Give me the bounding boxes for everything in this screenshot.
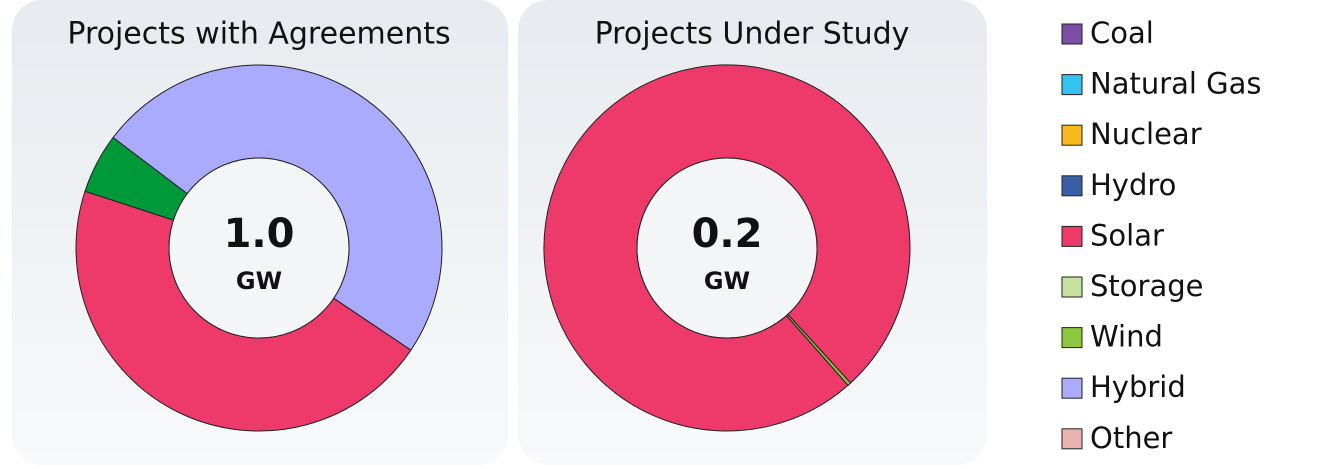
donut-hole	[168, 157, 350, 339]
legend-label: Coal	[1090, 16, 1154, 50]
legend-label: Wind	[1090, 320, 1163, 354]
legend-label: Storage	[1090, 269, 1203, 303]
legend-label: Hydro	[1090, 168, 1176, 202]
center-value: 1.0	[224, 211, 295, 257]
legend-label: Natural Gas	[1090, 67, 1262, 101]
legend-swatch	[1061, 276, 1083, 298]
legend-label: Solar	[1090, 218, 1164, 252]
legend-swatch	[1061, 428, 1083, 450]
legend-label: Nuclear	[1090, 117, 1202, 151]
chart-title: Projects Under Study	[595, 17, 910, 52]
legend-swatch	[1061, 175, 1083, 197]
legend-swatch	[1061, 327, 1083, 349]
center-unit: GW	[704, 267, 750, 295]
legend-swatch	[1061, 225, 1083, 247]
legend-swatch	[1061, 377, 1083, 399]
legend-swatch	[1061, 74, 1083, 96]
chart-title: Projects with Agreements	[67, 17, 450, 52]
center-value: 0.2	[692, 211, 763, 257]
legend-label: Other	[1090, 421, 1172, 455]
legend-label: Hybrid	[1090, 370, 1186, 404]
legend-swatch	[1061, 124, 1083, 146]
center-unit: GW	[236, 267, 282, 295]
legend-swatch	[1061, 23, 1083, 45]
donut-hole	[636, 157, 818, 339]
